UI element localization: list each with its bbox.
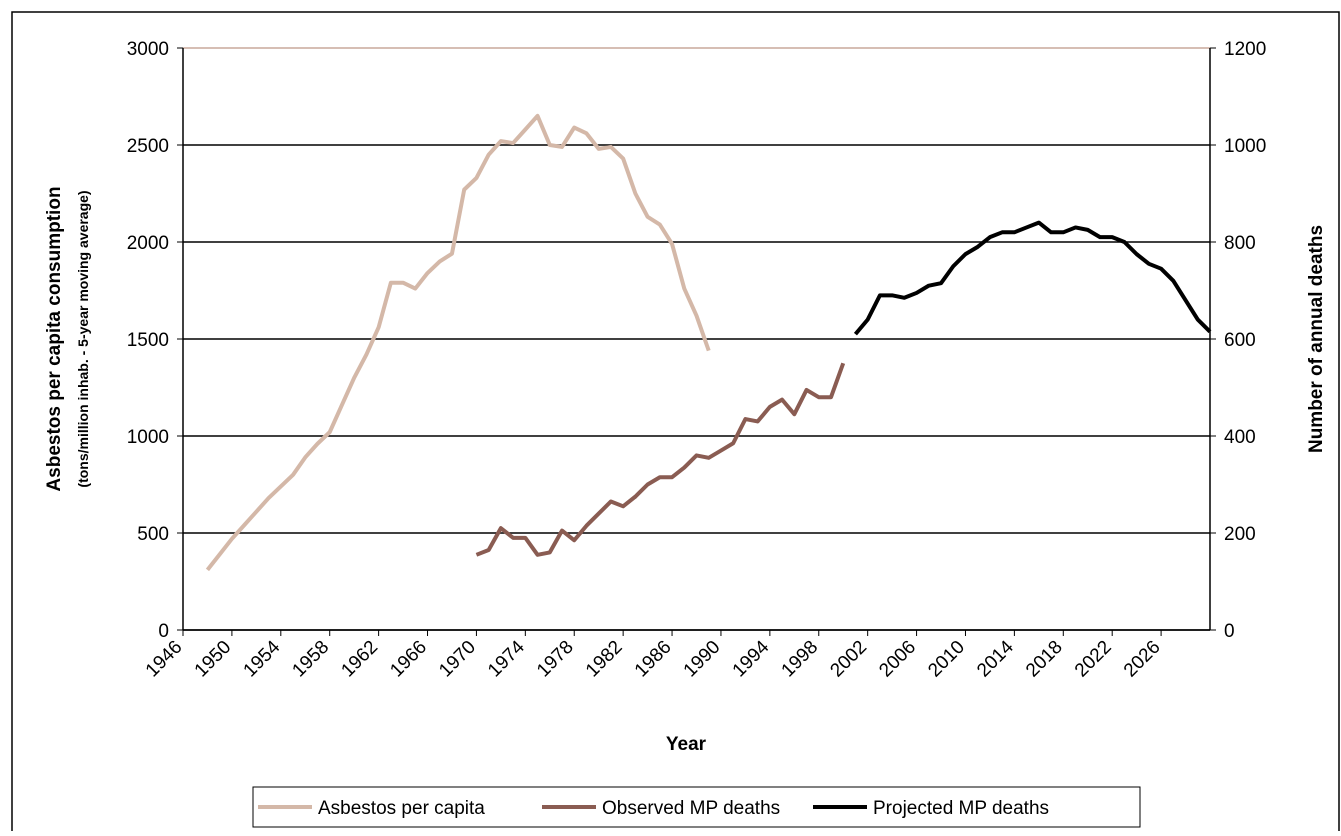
series-line	[475, 362, 846, 557]
y-tick-label: 2500	[127, 136, 169, 157]
y2-tick-label: 0	[1224, 621, 1235, 642]
legend	[252, 786, 1141, 828]
y-tick-label: 1000	[127, 427, 169, 448]
x-axis-label: Year	[666, 734, 707, 755]
series-line	[205, 113, 711, 572]
y-axis-sublabel: (tons/million inhab. - 5-year moving ave…	[75, 190, 91, 487]
y-axis-label: Asbestos per capita consumption	[44, 186, 65, 491]
y2-tick-label: 200	[1224, 524, 1256, 545]
legend-label: Asbestos per capita	[318, 798, 485, 819]
y2-tick-label: 400	[1224, 427, 1256, 448]
legend-label: Observed MP deaths	[602, 798, 780, 819]
series-line	[853, 220, 1212, 336]
y2-tick-label: 800	[1224, 233, 1256, 254]
y-tick-label: 500	[137, 524, 169, 545]
legend-label: Projected MP deaths	[873, 798, 1049, 819]
y2-tick-label: 600	[1224, 330, 1256, 351]
y-tick-label: 3000	[127, 39, 169, 60]
y2-tick-label: 1000	[1224, 136, 1266, 157]
y-tick-label: 2000	[127, 233, 169, 254]
y-tick-label: 1500	[127, 330, 169, 351]
y-tick-label: 0	[158, 621, 169, 642]
chart-frame	[11, 11, 1340, 836]
y2-axis-label: Number of annual deaths	[1306, 225, 1327, 453]
y2-tick-label: 1200	[1224, 39, 1266, 60]
